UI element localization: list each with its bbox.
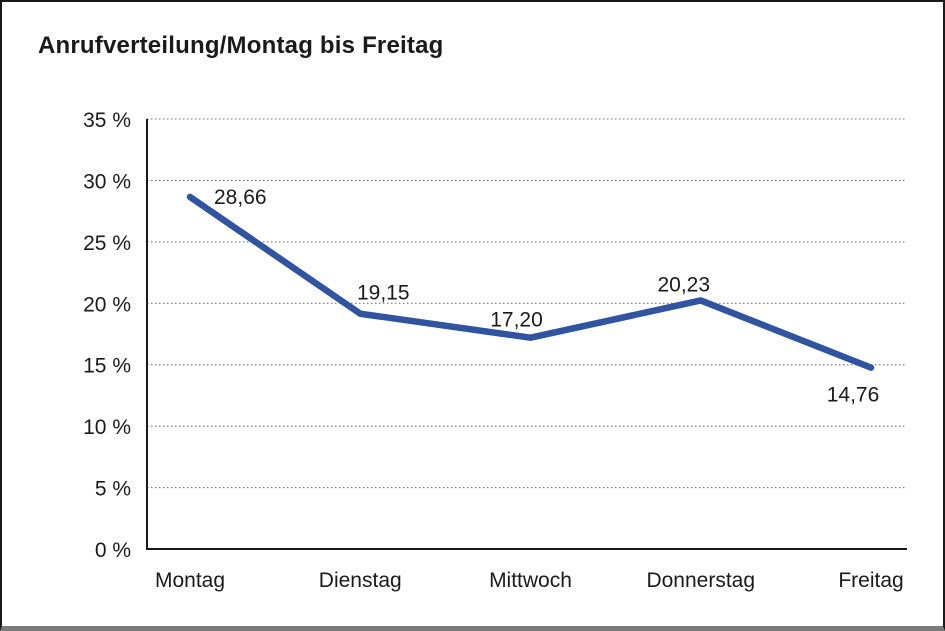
data-line	[186, 193, 875, 371]
y-tick-label: 5 %	[95, 478, 131, 501]
y-tick-label: 35 %	[83, 109, 131, 132]
y-tick-label: 20 %	[83, 293, 131, 316]
data-point-label: 28,66	[214, 186, 267, 209]
data-point-label: 17,20	[490, 309, 543, 332]
chart-title: Anrufverteilung/Montag bis Freitag	[38, 32, 444, 59]
x-tick-label: Mittwoch	[489, 569, 572, 592]
y-tick-label: 10 %	[83, 416, 131, 439]
data-point-label: 19,15	[357, 282, 410, 305]
x-tick-label: Montag	[155, 569, 225, 592]
data-point-label: 20,23	[657, 273, 710, 296]
y-tick-label: 25 %	[83, 232, 131, 255]
y-tick-label: 0 %	[95, 539, 131, 562]
x-tick-label: Freitag	[838, 569, 903, 592]
y-tick-label: 15 %	[83, 355, 131, 378]
x-tick-label: Donnerstag	[646, 569, 755, 592]
x-tick-label: Dienstag	[319, 569, 402, 592]
data-point-label: 14,76	[827, 384, 880, 407]
y-tick-label: 30 %	[83, 170, 131, 193]
